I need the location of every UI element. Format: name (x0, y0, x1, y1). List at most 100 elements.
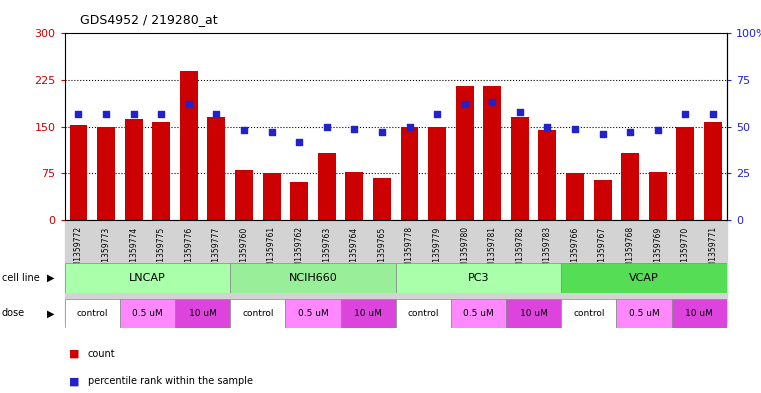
Point (183, 101, 195, 107)
Point (651, 127, 664, 134)
Point (597, 131, 609, 137)
Bar (704, 122, 722, 220)
Point (100, 110, 112, 117)
Bar (152, 122, 170, 220)
Bar (65, 299, 119, 328)
Bar (396, 263, 561, 293)
Point (266, 129, 278, 136)
Bar (561, 299, 616, 328)
Bar (616, 220, 644, 323)
Point (238, 127, 250, 134)
Text: control: control (242, 309, 273, 318)
Point (486, 99, 498, 106)
Bar (699, 220, 727, 323)
Bar (345, 171, 363, 220)
Bar (341, 220, 368, 323)
Bar (479, 220, 506, 323)
Bar (97, 127, 115, 220)
Bar (202, 220, 230, 323)
Point (128, 110, 140, 117)
Bar (125, 119, 142, 220)
Bar (396, 299, 451, 328)
Text: cell line: cell line (2, 273, 40, 283)
Bar (180, 71, 198, 220)
Bar (483, 86, 501, 220)
Text: control: control (408, 309, 439, 318)
Text: control: control (573, 309, 604, 318)
Text: 0.5 uM: 0.5 uM (298, 309, 328, 318)
Point (72, 110, 84, 117)
Text: count: count (88, 349, 115, 359)
Text: 0.5 uM: 0.5 uM (463, 309, 494, 318)
Text: control: control (77, 309, 108, 318)
Bar (69, 125, 88, 220)
Text: 10 uM: 10 uM (354, 309, 382, 318)
Bar (616, 299, 671, 328)
Bar (649, 171, 667, 220)
Bar (561, 263, 727, 293)
Text: GDS4952 / 219280_at: GDS4952 / 219280_at (80, 13, 218, 26)
Bar (175, 299, 230, 328)
Bar (340, 299, 396, 328)
Point (376, 129, 388, 136)
Bar (235, 170, 253, 220)
Bar (290, 182, 308, 220)
Bar (313, 220, 340, 323)
Bar (373, 178, 391, 220)
Bar (511, 118, 529, 220)
Bar (92, 220, 120, 323)
Point (624, 129, 636, 136)
Bar (539, 130, 556, 220)
Bar (621, 153, 639, 220)
Bar (423, 220, 451, 323)
Bar (561, 220, 589, 323)
Text: 10 uM: 10 uM (520, 309, 548, 318)
Text: 10 uM: 10 uM (685, 309, 713, 318)
Text: VCAP: VCAP (629, 273, 659, 283)
Text: percentile rank within the sample: percentile rank within the sample (88, 376, 253, 386)
Point (569, 125, 581, 132)
Bar (65, 220, 92, 323)
Text: NCIH660: NCIH660 (288, 273, 337, 283)
Bar (230, 220, 258, 323)
Point (349, 125, 361, 132)
Point (293, 138, 305, 145)
Point (459, 101, 471, 107)
Bar (671, 299, 727, 328)
Bar (400, 127, 419, 220)
Bar (644, 220, 671, 323)
Bar (65, 263, 230, 293)
Bar (396, 220, 423, 323)
Point (514, 108, 526, 115)
Bar (285, 220, 313, 323)
Bar (208, 118, 225, 220)
Point (403, 123, 416, 130)
Bar (671, 220, 699, 323)
Bar (533, 220, 561, 323)
Bar (506, 299, 561, 328)
Bar (258, 220, 285, 323)
Text: 0.5 uM: 0.5 uM (132, 309, 163, 318)
Bar (589, 220, 616, 323)
Point (210, 110, 222, 117)
Bar (318, 153, 336, 220)
Point (320, 123, 333, 130)
Bar (456, 86, 473, 220)
Bar (677, 127, 694, 220)
Point (707, 110, 719, 117)
Bar (230, 299, 285, 328)
Bar (566, 173, 584, 220)
Point (155, 110, 167, 117)
Text: dose: dose (2, 309, 24, 318)
Text: 10 uM: 10 uM (189, 309, 217, 318)
Text: ■: ■ (68, 376, 79, 386)
Bar (119, 299, 175, 328)
Point (431, 110, 443, 117)
Bar (451, 220, 479, 323)
Bar (175, 220, 202, 323)
Text: ▶: ▶ (47, 273, 55, 283)
Bar (451, 299, 506, 328)
Bar (120, 220, 148, 323)
Bar (594, 180, 612, 220)
Text: LNCAP: LNCAP (129, 273, 166, 283)
